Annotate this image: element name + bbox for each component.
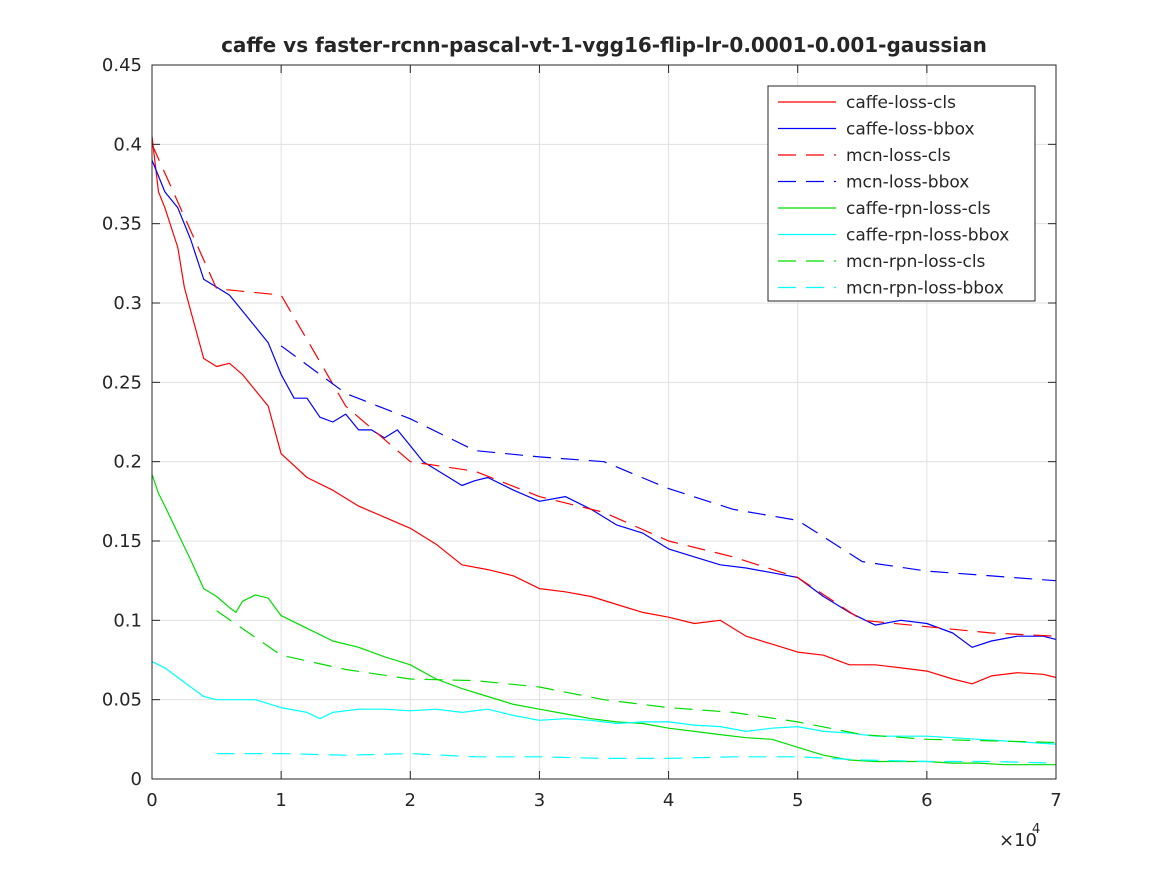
legend: caffe-loss-cls caffe-loss-bbox mcn-loss-cl… [767,85,1036,302]
x-tick-label: 1 [275,790,286,811]
y-tick-label: 0.15 [102,531,142,552]
x-axis: 0 1 2 3 4 5 6 7 [146,65,1062,811]
y-axis: 0 0.05 0.1 0.15 0.2 0.25 0.3 0.35 0.4 0.45 [102,55,1056,790]
legend-label-caffe-rpn-loss-cls: caffe-rpn-loss-cls [846,199,991,219]
x-tick-label: 7 [1050,790,1061,811]
y-tick-label: 0.3 [113,293,142,314]
x-tick-label: 2 [405,790,416,811]
x-tick-label: 3 [534,790,545,811]
series-group [151,136,1057,766]
y-tick-label: 0.35 [102,214,142,235]
x-tick-label: 4 [663,790,674,811]
series-line-caffe-loss-cls [151,136,1057,685]
x-tick-label: 6 [921,790,932,811]
legend-label-mcn-rpn-loss-cls: mcn-rpn-loss-cls [846,252,986,272]
legend-label-caffe-loss-cls: caffe-loss-cls [846,93,956,113]
legend-label-caffe-loss-bbox: caffe-loss-bbox [846,120,975,140]
y-tick-label: 0.25 [102,372,142,393]
legend-label-mcn-rpn-loss-bbox: mcn-rpn-loss-bbox [846,279,1004,299]
y-tick-label: 0.45 [102,55,142,76]
y-tick-label: 0.4 [113,134,142,155]
series-line-mcn-loss-cls [151,144,1057,637]
series-line-mcn-rpn-loss-cls [216,610,1057,744]
axes-box [151,64,1057,780]
legend-label-mcn-loss-cls: mcn-loss-cls [846,146,951,166]
x-exponent-base: ×10 [999,830,1037,851]
x-tick-label: 0 [146,790,157,811]
legend-label-caffe-rpn-loss-bbox: caffe-rpn-loss-bbox [846,226,1009,246]
x-exponent: ×10 4 [999,822,1040,851]
series-line-mcn-loss-bbox [280,345,1057,582]
legend-box [767,85,1036,302]
series-line-caffe-rpn-loss-bbox [151,661,1057,745]
y-tick-label: 0.05 [102,690,142,711]
legend-label-mcn-loss-bbox: mcn-loss-bbox [846,173,969,193]
y-tick-label: 0 [131,769,142,790]
series-line-caffe-rpn-loss-cls [151,474,1056,766]
y-tick-label: 0.1 [113,610,142,631]
x-tick-label: 5 [792,790,803,811]
y-tick-label: 0.2 [113,452,142,473]
chart-title: caffe vs faster-rcnn-pascal-vt-1-vgg16-f… [221,33,987,57]
x-exponent-power: 4 [1032,822,1040,837]
